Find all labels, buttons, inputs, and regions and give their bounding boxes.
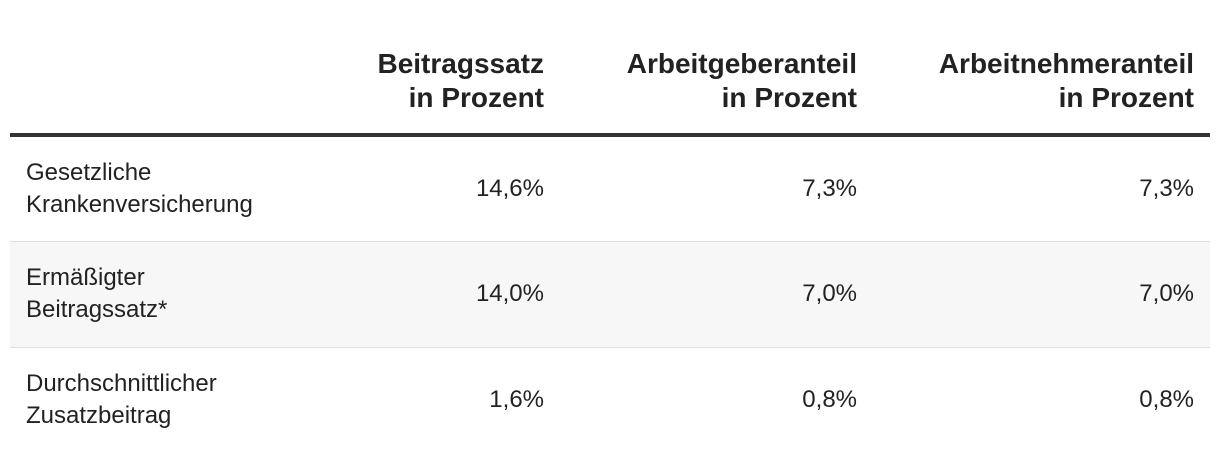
header-empty-cell [10, 0, 290, 137]
header-line: Beitragssatz [377, 48, 544, 79]
row-label-line: Krankenversicherung [26, 190, 253, 218]
header-beitragssatz: Beitragssatz in Prozent [290, 0, 560, 137]
row-label: Ermäßigter Beitragssatz* [10, 241, 290, 348]
cell-beitragssatz: 14,6% [290, 135, 560, 242]
header-line: in Prozent [721, 82, 857, 113]
header-arbeitgeberanteil: Arbeitgeberanteil in Prozent [560, 0, 873, 137]
row-label-line: Gesetzliche [26, 158, 152, 186]
cell-beitragssatz: 14,0% [290, 241, 560, 348]
cell-arbeitgeberanteil: 7,3% [560, 135, 873, 242]
cell-arbeitnehmeranteil: 0,8% [1139, 386, 1194, 414]
header-line: in Prozent [408, 82, 544, 113]
table-row: Durchschnittlicher Zusatzbeitrag 1,6% 0,… [10, 347, 1210, 453]
contribution-rates-table: Beitragssatz in Prozent Arbeitgeberantei… [10, 0, 1210, 453]
header-row: Beitragssatz in Prozent Arbeitgeberantei… [10, 0, 1210, 137]
header-line: in Prozent [1058, 82, 1194, 113]
row-label-line: Beitragssatz* [26, 296, 168, 323]
row-label-line: Zusatzbeitrag [26, 402, 172, 430]
table-body: Gesetzliche Krankenversicherung 14,6% 7,… [10, 135, 1210, 453]
cell-arbeitnehmeranteil: 7,3% [873, 135, 1210, 242]
row-label: Durchschnittlicher Zusatzbeitrag [10, 347, 290, 453]
table-row: Ermäßigter Beitragssatz* 14,0% 7,0% 7,0% [10, 241, 1210, 348]
table-header: Beitragssatz in Prozent Arbeitgeberantei… [10, 0, 1210, 137]
cell-arbeitnehmeranteil: 7,0% [873, 241, 1210, 348]
cell-beitragssatz: 1,6% [489, 386, 544, 414]
header-line: Arbeitgeberanteil [626, 48, 857, 79]
contribution-rates-table-container: Beitragssatz in Prozent Arbeitgeberantei… [10, 0, 1210, 453]
cell-arbeitgeberanteil: 0,8% [802, 386, 857, 414]
row-label-line: Durchschnittlicher [26, 370, 217, 398]
cell-arbeitgeberanteil: 7,0% [560, 241, 873, 348]
header-arbeitnehmeranteil: Arbeitnehmeranteil in Prozent [873, 0, 1210, 137]
table-row: Gesetzliche Krankenversicherung 14,6% 7,… [10, 135, 1210, 242]
row-label-line: Ermäßigter [26, 264, 145, 291]
header-line: Arbeitnehmeranteil [938, 48, 1194, 79]
row-label: Gesetzliche Krankenversicherung [10, 135, 290, 242]
